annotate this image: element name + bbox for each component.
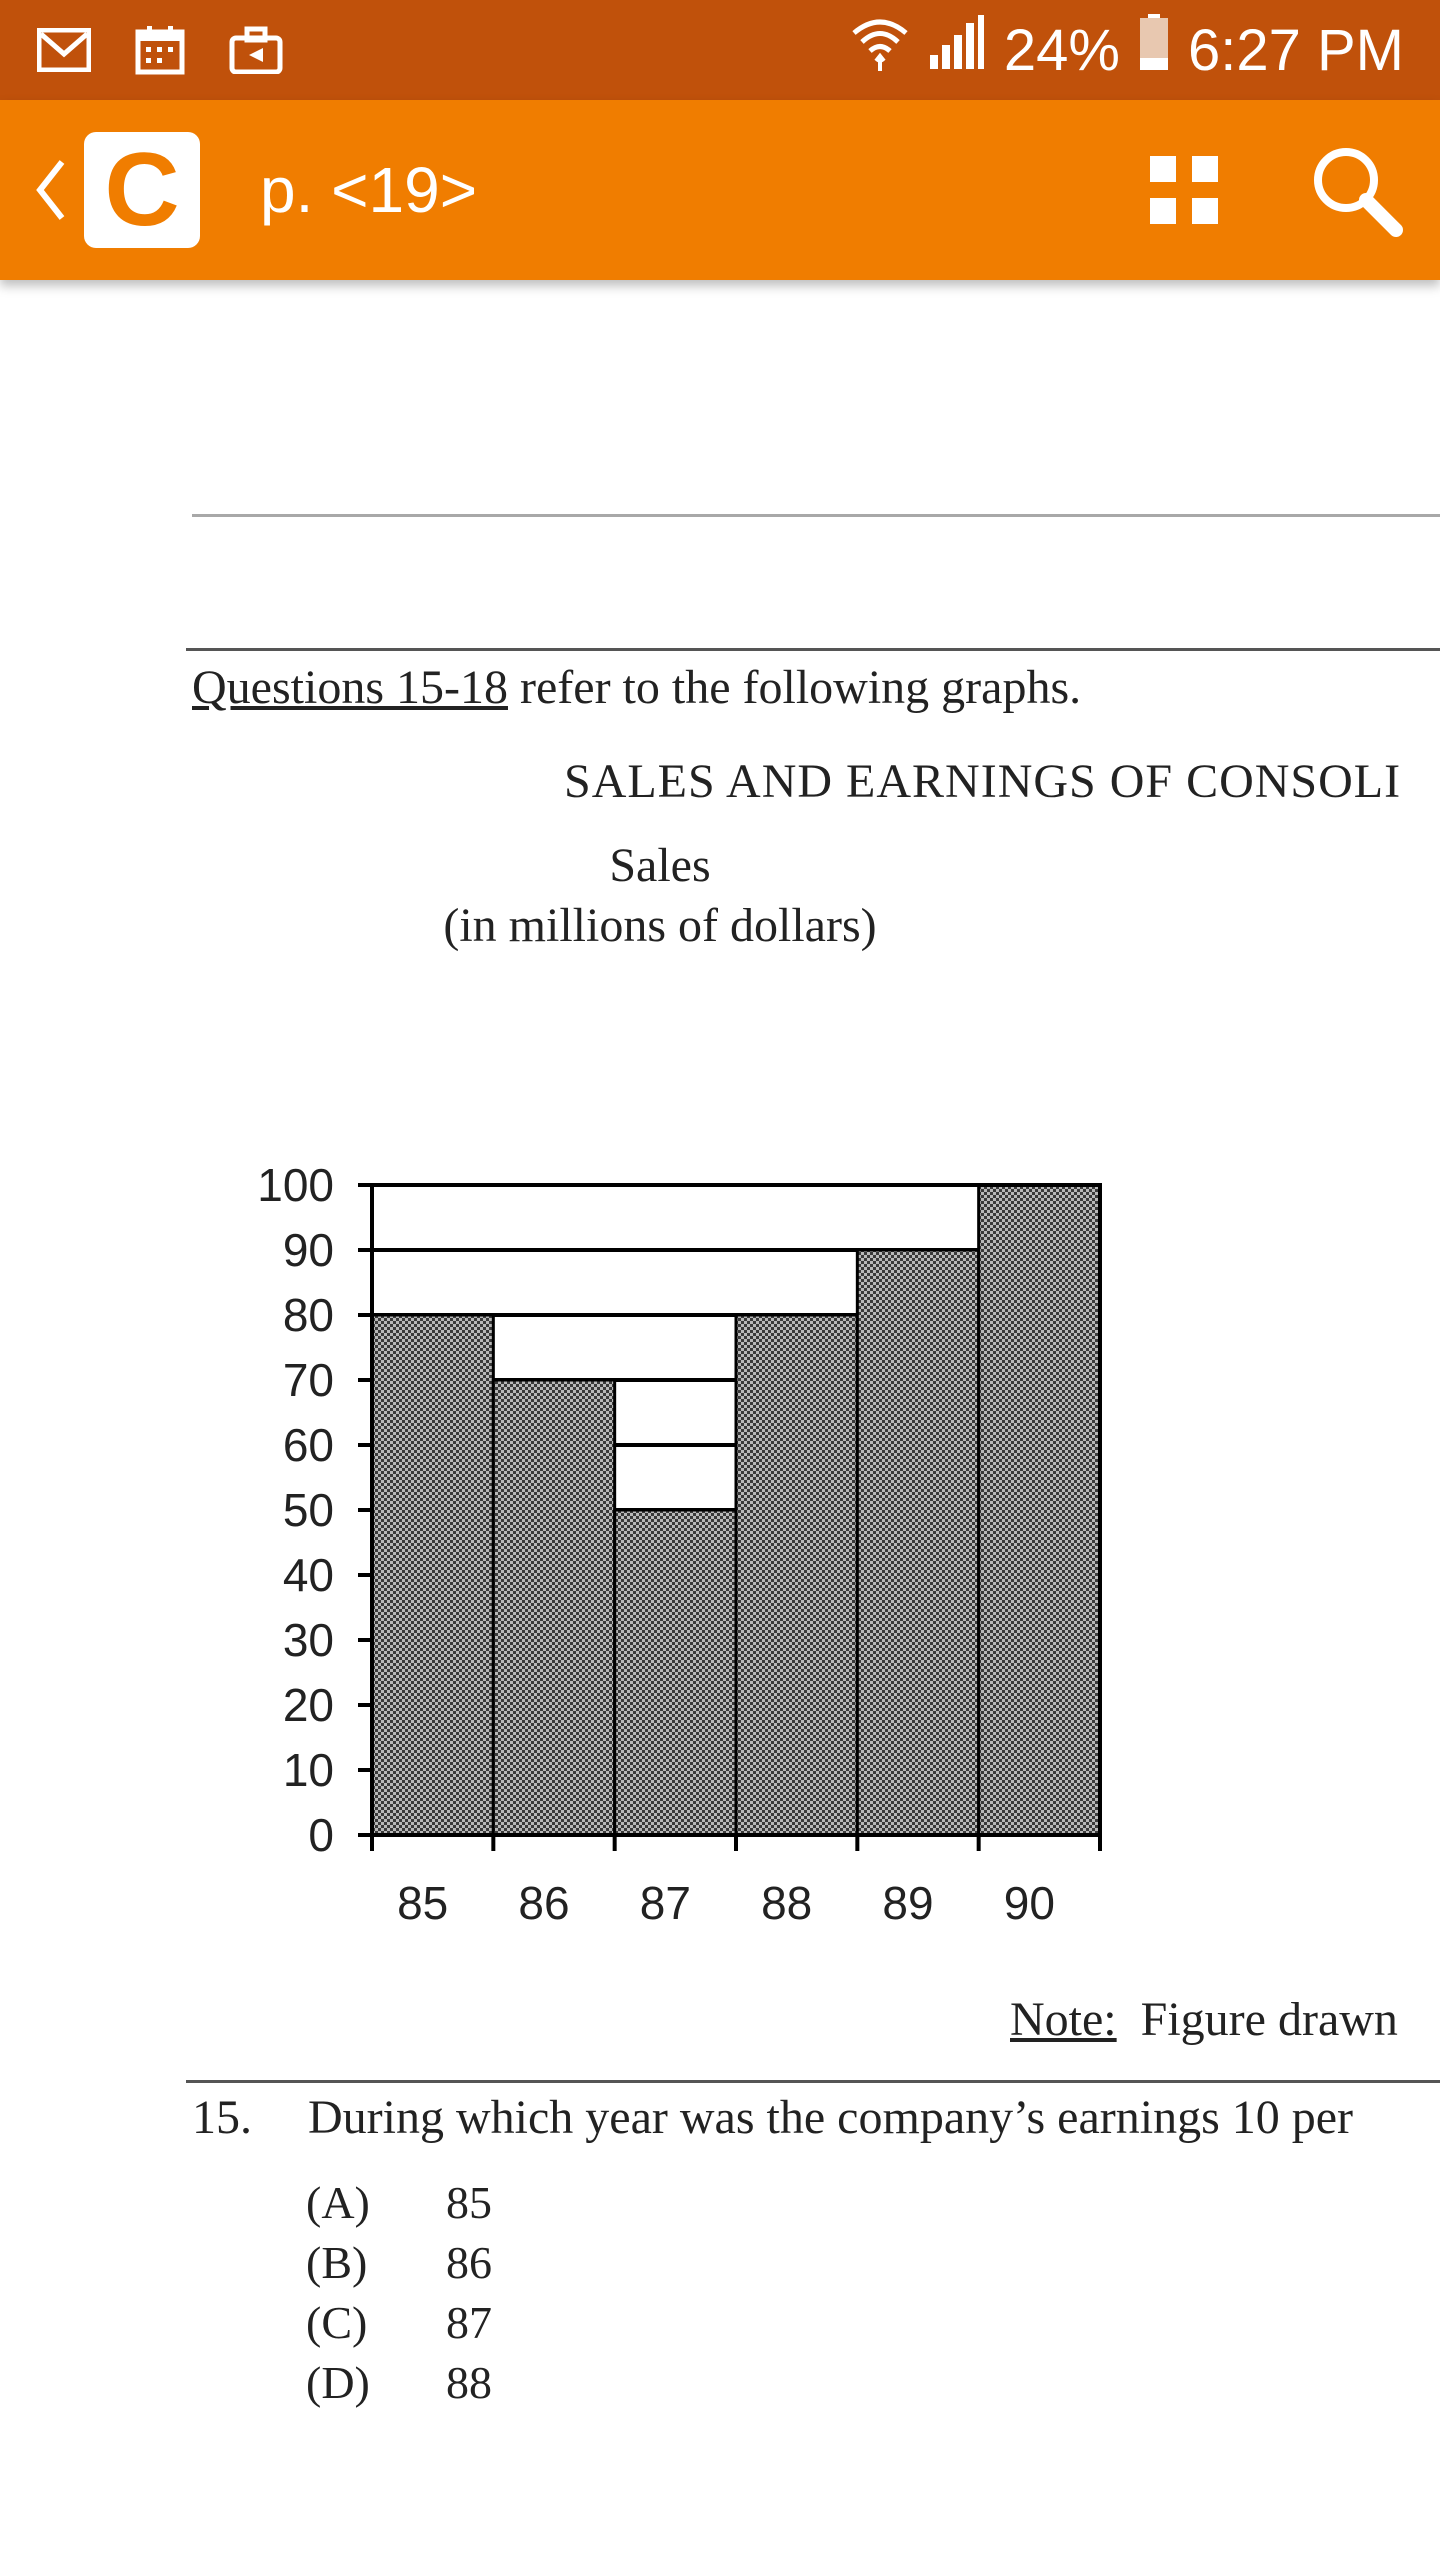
x-tick-label: 86 [518,1877,569,1929]
question-text: During which year was the company’s earn… [308,2091,1354,2144]
note-text: Figure drawn [1140,1993,1398,2046]
y-tick-label: 20 [283,1679,334,1731]
chart-heading: Sales (in millions of dollars) [400,836,920,956]
x-tick-label: 88 [761,1877,812,1929]
x-tick-label: 87 [640,1877,691,1929]
y-tick-label: 30 [283,1614,334,1666]
question-number: 15. [192,2091,252,2144]
note-label: Note: [1010,1993,1117,2046]
y-tick-label: 80 [283,1289,334,1341]
calendar-icon [132,22,188,78]
option-d: (D) 88 [306,2356,492,2409]
option-c: (C) 87 [306,2296,492,2349]
y-tick-label: 70 [283,1354,334,1406]
sales-bar-chart: 0 10 20 30 40 50 60 70 80 90 100 85 86 87 88 89 90 [257,1159,1102,1929]
document-page[interactable]: Questions 15-18 refer to the following g… [0,280,1440,2560]
clock: 6:27 PM [1188,17,1404,83]
signal-icon [928,15,986,85]
y-tick-label: 0 [308,1809,334,1861]
y-tick-label: 60 [283,1419,334,1471]
y-tick-label: 40 [283,1549,334,1601]
chart-subtitle: (in millions of dollars) [443,899,877,952]
x-tick-label: 85 [397,1877,448,1929]
divider [192,514,1440,517]
x-tick-label: 89 [882,1877,933,1929]
figure-title: SALES AND EARNINGS OF CONSOLI [564,755,1402,808]
option-a: (A) 85 [306,2176,492,2229]
divider [186,2080,1440,2083]
questions-intro: Questions 15-18 refer to the following g… [192,660,1081,715]
option-value: 86 [446,2237,492,2288]
question-15: 15. During which year was the company’s e… [192,2090,1353,2145]
questions-range: Questions 15-18 [192,661,508,714]
intro-text: refer to the following graphs. [507,661,1082,714]
search-icon [1314,148,1403,237]
grid-icon [1150,156,1218,224]
x-tick-label: 90 [1004,1877,1055,1929]
figure-note: Note: Figure drawn [1010,1992,1398,2047]
status-bar: 24% 6:27 PM [0,0,1440,100]
y-tick-label: 50 [283,1484,334,1536]
option-letter: (A) [306,2177,370,2228]
bar-88 [734,1313,859,1837]
option-b: (B) 86 [306,2236,492,2289]
page-title: p. <19> [260,154,478,226]
app-logo[interactable]: C [84,132,200,248]
option-letter: (B) [306,2237,368,2288]
option-value: 87 [446,2297,492,2348]
y-tick-label: 10 [283,1744,334,1796]
grid-view-button[interactable] [1146,152,1222,228]
back-button[interactable] [30,152,70,228]
chart-title: Sales [609,839,711,892]
option-letter: (C) [306,2297,368,2348]
y-tick-label: 90 [283,1224,334,1276]
search-button[interactable] [1306,140,1406,240]
option-value: 85 [446,2177,492,2228]
app-toolbar: C p. <19> [0,100,1440,280]
bar-90 [977,1183,1102,1837]
bar-87 [613,1508,738,1837]
gmail-icon [36,22,92,78]
bar-86 [491,1378,617,1837]
briefcase-icon [228,22,284,78]
bar-89 [855,1248,981,1837]
wifi-icon [850,15,910,85]
battery-icon [1138,14,1170,86]
bar-85 [370,1313,495,1837]
option-value: 88 [446,2357,492,2408]
battery-percent: 24% [1003,17,1120,83]
y-tick-label: 100 [257,1159,334,1211]
option-letter: (D) [306,2357,370,2408]
divider [186,648,1440,651]
logo-letter: C [104,132,180,248]
